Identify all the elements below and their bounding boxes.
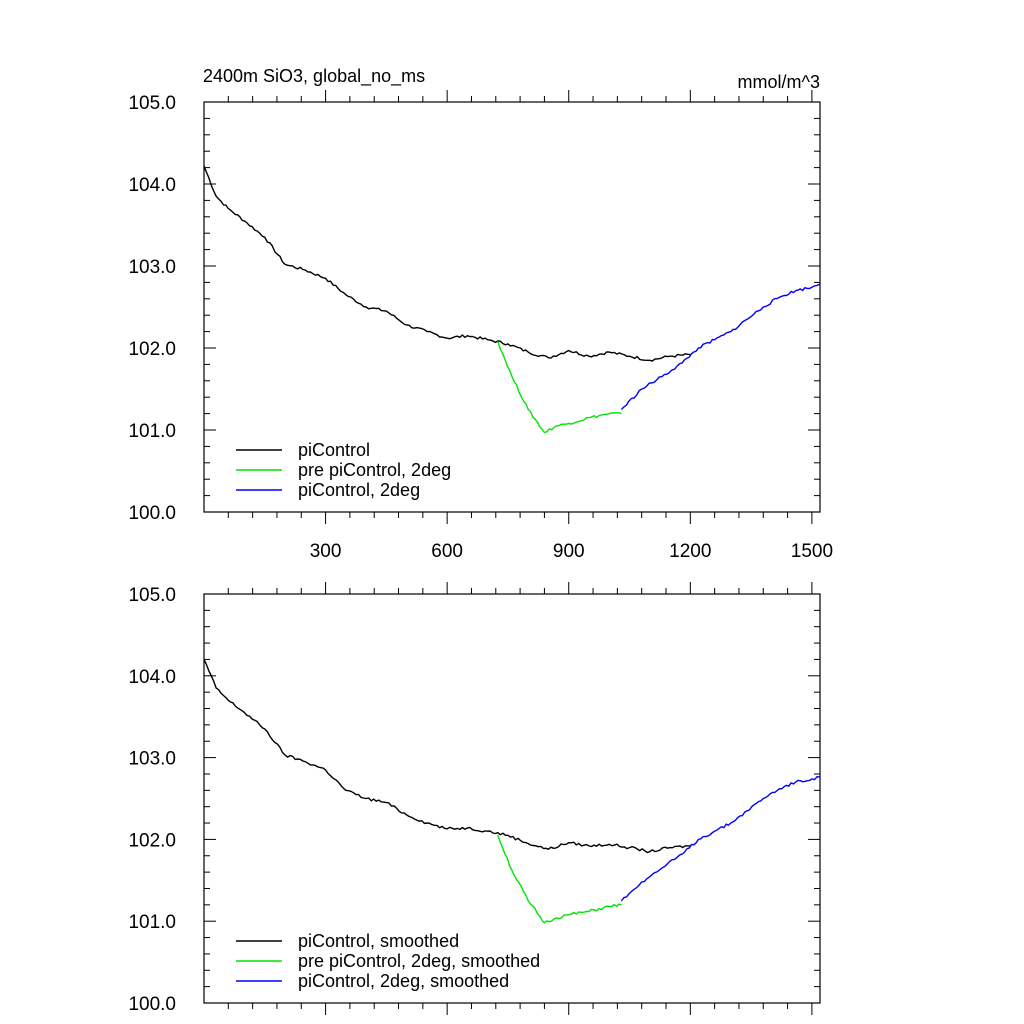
legend-label: pre piControl, 2deg, smoothed — [298, 951, 540, 971]
x-tick-label: 600 — [431, 541, 463, 562]
y-tick-label: 100.0 — [128, 994, 176, 1015]
y-tick-label: 102.0 — [128, 830, 176, 851]
x-tick-label: 900 — [553, 541, 585, 562]
legend-label: piControl, smoothed — [298, 931, 459, 951]
legend-label: piControl — [298, 440, 370, 460]
chart-title-units: mmol/m^3 — [738, 72, 820, 92]
y-tick-label: 102.0 — [128, 339, 176, 360]
y-tick-label: 101.0 — [128, 421, 176, 442]
y-tick-label: 103.0 — [128, 257, 176, 278]
y-tick-label: 103.0 — [128, 749, 176, 770]
x-tick-label: 300 — [310, 541, 342, 562]
y-tick-label: 101.0 — [128, 912, 176, 933]
series-line-3 — [620, 775, 821, 902]
plot-frame — [203, 593, 821, 1004]
series-line-1 — [203, 165, 691, 362]
x-tick-label: 1200 — [669, 541, 711, 562]
series-line-2 — [497, 341, 622, 434]
top-panel: 100.0 101.0 102.0 103.0 104.0 105.0 300 600 900 1… — [128, 90, 833, 562]
y-tick-label: 100.0 — [128, 503, 176, 524]
plot-frame — [203, 101, 821, 513]
y-tick-label: 104.0 — [128, 175, 176, 196]
y-tick-label: 105.0 — [128, 585, 176, 606]
chart-title-left: 2400m SiO3, global_no_ms — [203, 66, 425, 87]
y-tick-label: 105.0 — [128, 93, 176, 114]
legend-label: pre piControl, 2deg — [298, 460, 451, 480]
y-tick-label: 104.0 — [128, 667, 176, 688]
series-line-3 — [620, 283, 821, 410]
legend-label: piControl, 2deg — [298, 480, 420, 500]
series-line-1 — [203, 659, 691, 854]
x-tick-label: 1500 — [791, 541, 833, 562]
legend-label: piControl, 2deg, smoothed — [298, 971, 509, 991]
series-line-2 — [497, 835, 622, 924]
bottom-panel: 100.0 101.0 102.0 103.0 104.0 105.0 piControl,… — [128, 582, 821, 1015]
